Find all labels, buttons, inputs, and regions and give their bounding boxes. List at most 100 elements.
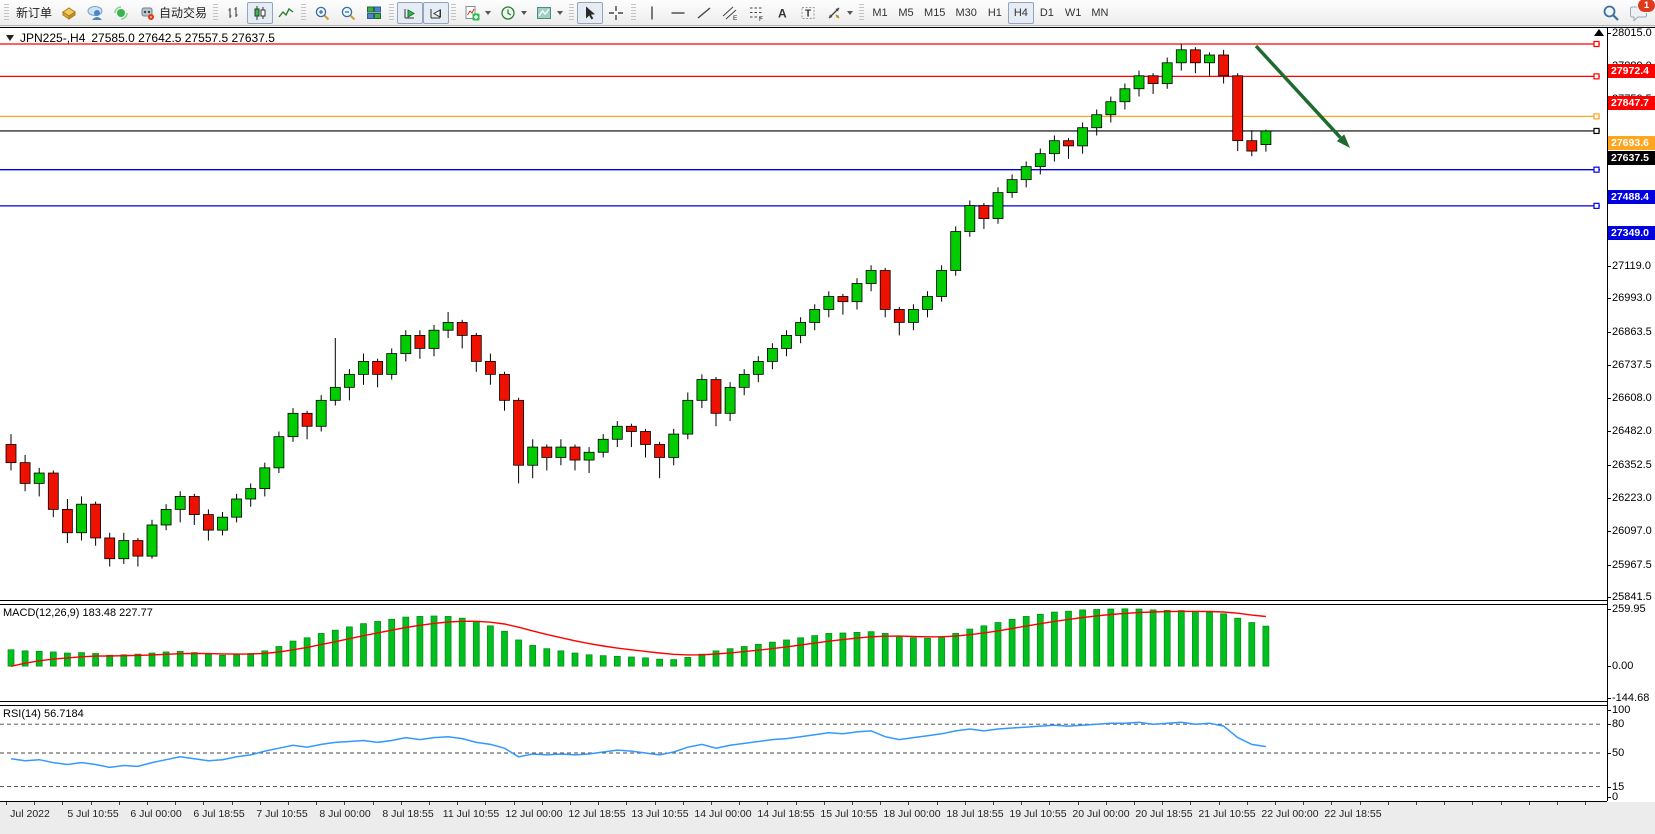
rsi-pane-top-border: [0, 705, 1607, 706]
time-axis-label: 14 Jul 18:55: [757, 808, 815, 820]
time-tick: [682, 802, 684, 805]
level-line-handle[interactable]: [1593, 113, 1600, 120]
svg-text:T: T: [805, 8, 811, 19]
time-tick: [626, 802, 628, 805]
channel-button[interactable]: E: [717, 2, 743, 24]
time-axis[interactable]: Jul 2022 5 Jul 10:55 6 Jul 00:00 6 Jul 18:5…: [0, 802, 1655, 834]
chart-background[interactable]: [0, 27, 1655, 802]
toolbar-group: M1 M5 M15 M30 H1 H4 D1 W1 MN: [867, 0, 1113, 26]
toolbar-group-grip[interactable]: [451, 3, 457, 22]
chart-shift-marker[interactable]: [1594, 29, 1604, 36]
level-line-handle[interactable]: [1593, 166, 1600, 173]
tf-mn[interactable]: MN: [1086, 2, 1113, 24]
signals-button[interactable]: [108, 2, 134, 24]
svg-text:A: A: [778, 6, 787, 20]
time-tick: [654, 802, 656, 805]
toolbar-group-grip[interactable]: [4, 3, 9, 22]
macd-pane-bottom-border[interactable]: [0, 701, 1607, 702]
candlestick-button[interactable]: [247, 1, 274, 24]
zoom-in-button[interactable]: [309, 2, 335, 24]
trend-arrow-head: [1336, 134, 1350, 148]
line-chart-button[interactable]: [273, 2, 299, 24]
trendline-button[interactable]: [691, 2, 717, 24]
new-order-button[interactable]: 新订单: [12, 2, 56, 24]
main-candlestick-pane[interactable]: [0, 28, 1607, 600]
tile-windows-button[interactable]: [361, 2, 387, 24]
price-axis-tick-label: 26863.5: [1612, 325, 1652, 338]
tf-m1[interactable]: M1: [867, 2, 893, 24]
profile-button[interactable]: [82, 2, 108, 24]
toolbar-group-grip[interactable]: [859, 3, 865, 22]
tf-h1[interactable]: H1: [982, 2, 1008, 24]
level-line-handle[interactable]: [1593, 127, 1600, 135]
crosshair-button[interactable]: [603, 2, 629, 24]
toolbar-group-grip[interactable]: [569, 3, 575, 22]
text-a-icon: A: [773, 4, 791, 22]
indicators-button[interactable]: [459, 2, 495, 24]
arrows-button[interactable]: [821, 2, 857, 24]
tf-d1[interactable]: D1: [1034, 2, 1060, 24]
autotrade-button-label: 自动交易: [159, 6, 208, 20]
tf-m15[interactable]: M15: [919, 2, 950, 24]
text-button[interactable]: A: [769, 2, 795, 24]
vline-button[interactable]: [639, 2, 665, 24]
chart-shift-button[interactable]: [423, 1, 450, 24]
tf-d1-label: D1: [1039, 6, 1054, 19]
notifications-chat-icon[interactable]: 1: [1629, 0, 1655, 23]
macd-pane[interactable]: [0, 604, 1607, 701]
rsi-pane[interactable]: [0, 705, 1607, 801]
zoom-out-button[interactable]: [335, 2, 361, 24]
chart-window-button[interactable]: [56, 2, 82, 24]
signal-icon: [112, 4, 130, 22]
label-button[interactable]: T: [795, 2, 821, 24]
current-price-tag: 27637.5: [1608, 150, 1655, 165]
tf-w1[interactable]: W1: [1060, 2, 1087, 24]
toolbar-group: [397, 0, 450, 26]
level-line-handle[interactable]: [1593, 202, 1600, 209]
tf-h4[interactable]: H4: [1007, 1, 1034, 24]
main-pane-bottom-border[interactable]: [0, 600, 1607, 601]
time-tick: [1331, 802, 1333, 805]
dropdown-caret-icon[interactable]: [557, 10, 564, 15]
dropdown-caret-icon[interactable]: [485, 10, 492, 15]
periods-button[interactable]: [495, 2, 531, 24]
trend-arrow[interactable]: [1254, 44, 1342, 139]
cursor-button[interactable]: [577, 1, 604, 24]
dropdown-caret-icon[interactable]: [847, 10, 854, 15]
templates-button[interactable]: [531, 2, 567, 24]
toolbar-group-grip[interactable]: [389, 3, 395, 22]
tick-mark: [1607, 398, 1611, 400]
level-price-tag: 27972.4: [1608, 63, 1655, 78]
fibo-button[interactable]: F: [743, 2, 769, 24]
time-tick: [231, 802, 233, 805]
text-t-icon: T: [799, 4, 817, 22]
tf-m30[interactable]: M30: [950, 2, 981, 24]
tick-mark: [1607, 753, 1611, 754]
one-click-trading-toggle[interactable]: [6, 35, 14, 41]
bar-chart-button[interactable]: [221, 2, 247, 24]
search-icon[interactable]: [1601, 3, 1621, 23]
tf-m30-label: M30: [955, 6, 977, 19]
hline-button[interactable]: [665, 2, 691, 24]
time-tick: [1472, 802, 1474, 805]
toolbar-group: 新订单 自动交易: [12, 0, 211, 26]
time-tick: [1077, 802, 1079, 805]
time-axis-label: 19 Jul 10:55: [1009, 808, 1067, 820]
toolbar-group-grip[interactable]: [213, 3, 219, 22]
level-line-handle[interactable]: [1593, 40, 1600, 48]
time-tick: [316, 802, 318, 805]
price-axis[interactable]: 28015.027889.027759.527378.027248.527119…: [1607, 27, 1655, 803]
toolbar-group-grip[interactable]: [301, 3, 307, 22]
dropdown-caret-icon[interactable]: [521, 10, 528, 15]
tf-m5[interactable]: M5: [893, 2, 919, 24]
time-axis-label: 13 Jul 10:55: [631, 808, 689, 820]
tf-h4-label: H4: [1013, 6, 1028, 19]
time-tick: [1049, 802, 1051, 805]
chart-shift-icon: [427, 4, 445, 22]
autoscroll-button[interactable]: [397, 1, 424, 24]
level-line-handle[interactable]: [1593, 73, 1600, 80]
autotrade-button[interactable]: 自动交易: [134, 2, 211, 24]
toolbar-group-grip[interactable]: [631, 3, 637, 22]
tf-m1-label: M1: [872, 6, 888, 19]
time-tick: [739, 802, 741, 805]
